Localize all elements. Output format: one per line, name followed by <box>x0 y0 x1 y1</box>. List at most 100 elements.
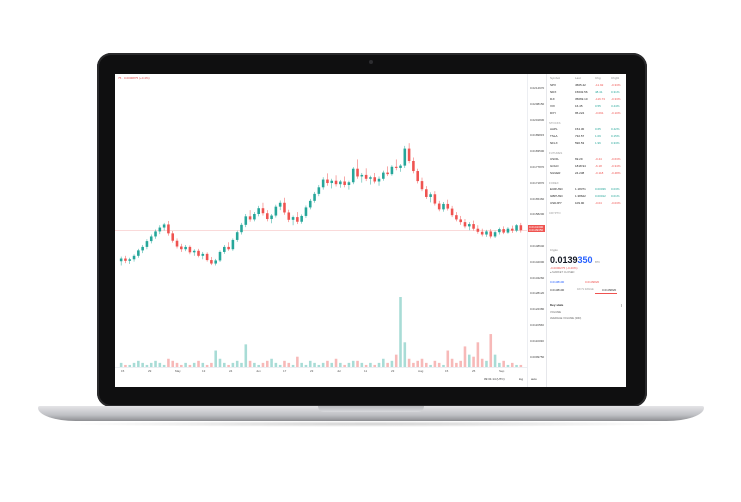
candle <box>446 199 450 211</box>
candle <box>506 227 510 234</box>
volume-bar <box>399 297 402 367</box>
detail-price: 0.0139350 BTC <box>550 255 600 265</box>
volume-bar <box>347 362 351 367</box>
watchlist-row[interactable]: USOIL 69.29 -0.44 -0.63% <box>547 157 626 162</box>
candle <box>498 227 501 235</box>
watchlist-symbol: VIX <box>550 104 555 108</box>
candle <box>450 205 454 218</box>
candle <box>132 254 136 262</box>
watchlist-chg: -0.44 <box>595 157 602 161</box>
header-pct[interactable]: Chg% <box>611 76 620 80</box>
candle <box>437 200 441 212</box>
candle <box>467 222 471 231</box>
watchlist-pct: 0.31% <box>611 90 620 94</box>
watchlist-symbol: DXY <box>550 111 557 115</box>
candle <box>291 215 295 226</box>
watchlist-row[interactable]: DXY 95.224 -0.091 -0.10% <box>547 111 626 116</box>
volume-bar <box>360 362 364 367</box>
candle <box>227 242 230 251</box>
watchlist-chg: 1.09 <box>595 134 601 138</box>
watchlist-chg: 0.00036 <box>595 187 606 191</box>
watchlist-section-title[interactable]: FUTURES <box>549 151 563 155</box>
candle <box>287 209 291 223</box>
watchlist-section-title[interactable]: FOREX <box>549 181 559 185</box>
watchlist-last: 16.45 <box>575 104 583 108</box>
watchlist-row[interactable]: NFLX 590.53 1.96 0.33% <box>547 141 626 146</box>
candle <box>184 244 187 252</box>
auto-toggle[interactable]: auto <box>531 377 537 381</box>
laptop-shadow <box>60 421 682 427</box>
volume-bar <box>235 360 239 367</box>
candle <box>394 159 398 171</box>
watchlist-symbol: USOIL <box>550 157 560 161</box>
watchlist-row[interactable]: GBPUSD 1.38622 0.00012 0.01% <box>547 194 626 199</box>
watchlist-row[interactable]: VIX 16.45 0.55 3.44% <box>547 104 626 109</box>
watchlist-pct: -0.10% <box>611 111 621 115</box>
watchlist-row[interactable]: USDJPY 109.90 -0.04 -0.03% <box>547 201 626 206</box>
candle <box>425 186 428 199</box>
volume-bar <box>188 364 192 367</box>
header-last[interactable]: Last <box>575 76 581 80</box>
watchlist-row[interactable]: GOLD 1818.94 -6.18 -0.34% <box>547 164 626 169</box>
laptop-notch <box>318 406 424 412</box>
detail-title: Crypto <box>550 249 558 252</box>
price-axis-label: 0.0183500 <box>530 149 545 154</box>
volume-bar <box>515 364 518 367</box>
watchlist-symbol: SPX <box>550 83 557 87</box>
volume-bar <box>291 364 295 367</box>
time-axis-label: Jul <box>337 369 341 373</box>
watchlist-pct: 0.42% <box>611 127 620 131</box>
volume-bar <box>519 364 523 367</box>
chart-area[interactable]: 75 · 0.0000875 (+0.4%) 15 29 May 13 24 Jun 17 2… <box>115 74 527 387</box>
range-label: DAY'S RANGE <box>577 288 594 291</box>
price-axis-label: 0.0099750 <box>530 354 545 359</box>
volume-bar <box>278 364 282 367</box>
range-low: 0.0138100 <box>550 288 565 292</box>
candle <box>235 230 239 242</box>
watchlist-chg: -0.091 <box>595 111 604 115</box>
volume-bar <box>124 364 127 367</box>
price-axis-label: 0.0142000 <box>530 259 545 264</box>
watchlist-section-title[interactable]: STOCKS <box>549 121 561 125</box>
price-axis-label: 0.0148640 <box>530 244 545 248</box>
time-axis[interactable]: 15 29 May 13 24 Jun 17 23 Jul 11 23 Aug 15 25 Sep <box>115 367 527 374</box>
secondary-price-tag: 0.0141300 <box>528 224 545 229</box>
time-axis-label: Sep <box>499 369 505 373</box>
volume-bar <box>265 360 269 367</box>
volume-bar <box>416 360 419 367</box>
log-toggle[interactable]: log <box>519 377 524 381</box>
candle <box>141 244 144 254</box>
watchlist-header: Symbol Last Chg Chg% <box>547 76 626 81</box>
candle <box>429 192 432 203</box>
watchlist-chg: -6.18 <box>595 164 602 168</box>
watchlist-row[interactable]: TSLA 732.57 1.09 0.15% <box>547 134 626 139</box>
watchlist-row[interactable]: SPX 4505.42 -11.92 -0.33% <box>547 83 626 88</box>
volume-bar <box>171 360 175 367</box>
header-chg[interactable]: Chg <box>595 76 601 80</box>
watchlist-row[interactable]: AAPL 154.30 0.65 0.42% <box>547 127 626 132</box>
watchlist-symbol: EURUSD <box>550 187 563 191</box>
watchlist-row[interactable]: NDX 15632.56 48.41 0.31% <box>547 90 626 95</box>
more-icon[interactable]: ⋮ <box>620 303 623 307</box>
volume-bar <box>351 360 355 367</box>
watchlist-row[interactable]: SILVER 24.238 -0.118 -0.48% <box>547 171 626 176</box>
candle <box>369 175 372 185</box>
candle <box>283 197 286 215</box>
watchlist-section-title[interactable]: CRYPTO <box>549 211 561 215</box>
candle <box>493 230 497 239</box>
candlestick-chart[interactable] <box>115 74 527 367</box>
volume-bar <box>158 362 162 367</box>
candle <box>403 145 407 168</box>
volume-bar <box>321 362 325 367</box>
candle <box>386 166 389 177</box>
candle <box>308 198 312 210</box>
watchlist-pct: 0.03% <box>611 187 620 191</box>
watchlist-row[interactable]: DJI 35069.10 -116.73 -0.33% <box>547 97 626 102</box>
volume-bar <box>489 334 493 367</box>
header-symbol[interactable]: Symbol <box>550 76 561 80</box>
volume-bar <box>313 362 316 367</box>
volume-bar <box>420 358 424 367</box>
candle <box>278 200 282 211</box>
watchlist-symbol: NFLX <box>550 141 558 145</box>
watchlist-row[interactable]: EURUSD 1.18371 0.00036 0.03% <box>547 187 626 192</box>
